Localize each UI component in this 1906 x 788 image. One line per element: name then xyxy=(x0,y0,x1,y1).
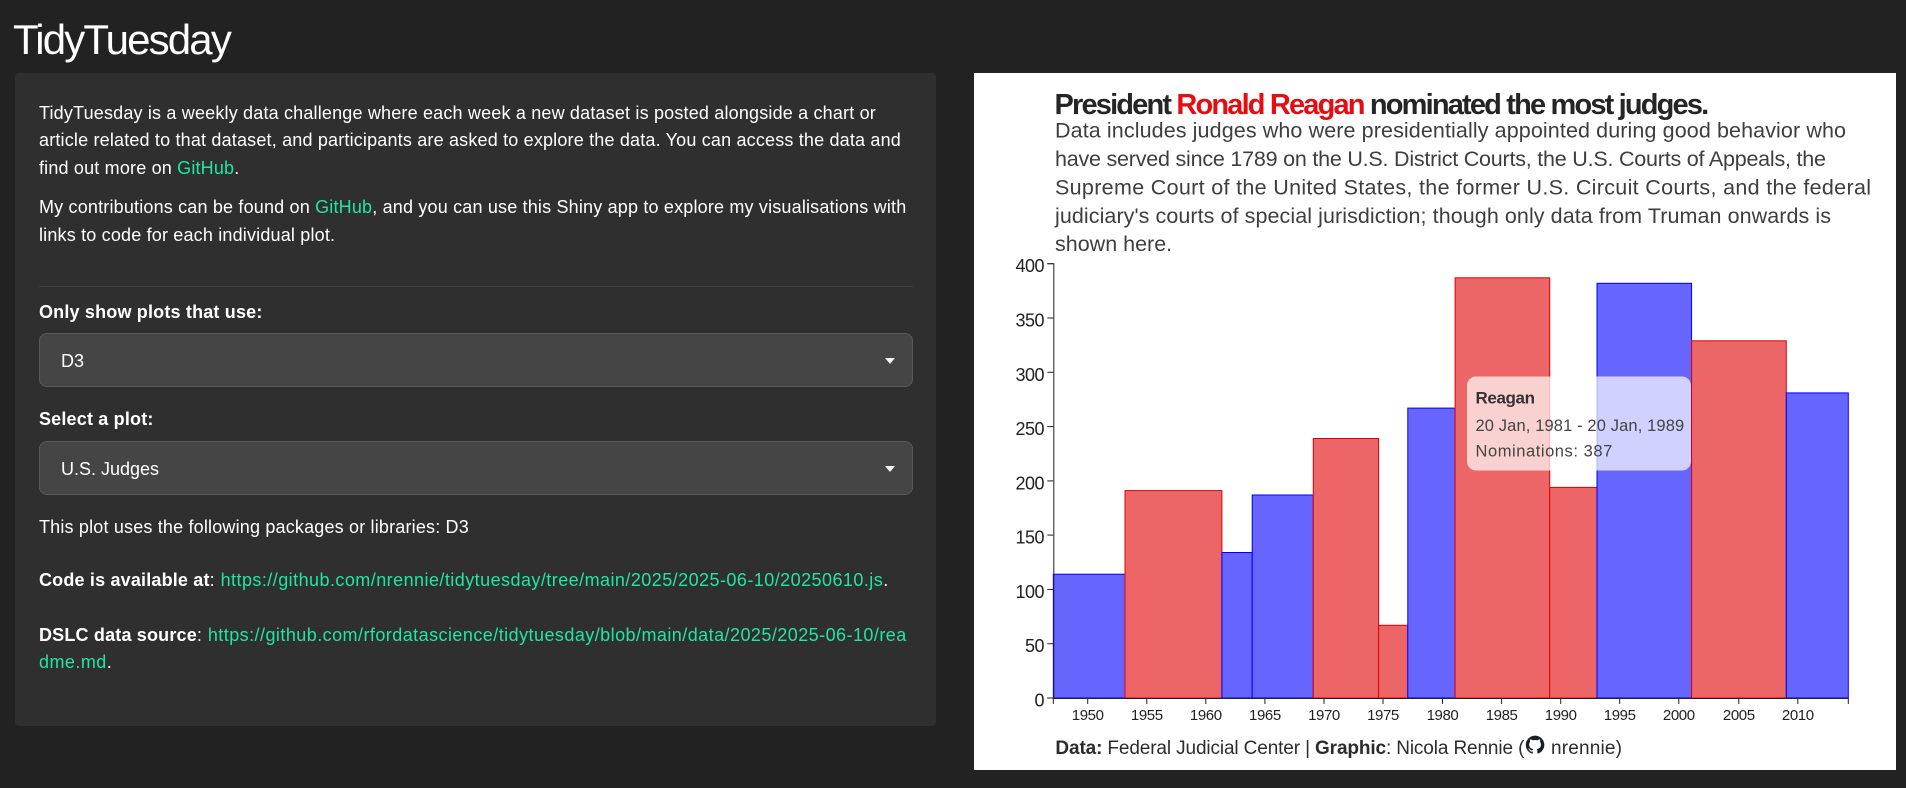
svg-text:Supreme Court of the United St: Supreme Court of the United States, the … xyxy=(1055,176,1871,200)
svg-text:400: 400 xyxy=(1015,256,1044,276)
svg-text:nrennie): nrennie) xyxy=(1551,738,1622,759)
svg-text:2005: 2005 xyxy=(1723,707,1755,724)
svg-text:1965: 1965 xyxy=(1249,707,1281,724)
svg-text:Reagan: Reagan xyxy=(1476,389,1536,408)
svg-text:150: 150 xyxy=(1015,528,1044,548)
svg-text:1980: 1980 xyxy=(1427,707,1459,724)
svg-text:President Ronald Reagan nomina: President Ronald Reagan nominated the mo… xyxy=(1055,89,1710,121)
svg-text:1950: 1950 xyxy=(1072,707,1104,724)
svg-text:200: 200 xyxy=(1015,473,1044,493)
svg-text:300: 300 xyxy=(1015,365,1044,385)
svg-text:1995: 1995 xyxy=(1604,707,1636,724)
svg-text:250: 250 xyxy=(1015,419,1044,439)
svg-text:Data: Federal Judicial Center: Data: Federal Judicial Center | Graphic:… xyxy=(1055,738,1525,759)
svg-text:1990: 1990 xyxy=(1545,707,1577,724)
svg-text:1960: 1960 xyxy=(1190,707,1222,724)
svg-text:1975: 1975 xyxy=(1367,707,1399,724)
svg-text:1985: 1985 xyxy=(1486,707,1518,724)
svg-text:20 Jan, 1981 - 20 Jan, 1989: 20 Jan, 1981 - 20 Jan, 1989 xyxy=(1476,417,1685,435)
svg-text:50: 50 xyxy=(1025,636,1045,656)
svg-text:2010: 2010 xyxy=(1782,707,1814,724)
svg-text:0: 0 xyxy=(1034,691,1044,711)
svg-text:shown here.: shown here. xyxy=(1055,232,1172,256)
svg-text:Nominations: 387: Nominations: 387 xyxy=(1476,443,1613,461)
svg-text:2000: 2000 xyxy=(1663,707,1695,724)
svg-text:350: 350 xyxy=(1015,311,1044,331)
svg-text:100: 100 xyxy=(1015,582,1044,602)
svg-text:Data includes judges who were: Data includes judges who were presidenti… xyxy=(1055,119,1846,143)
svg-text:1955: 1955 xyxy=(1131,707,1163,724)
svg-text:judiciary's courts of special: judiciary's courts of special jurisdicti… xyxy=(1054,204,1831,228)
svg-text:have served since 1789 on the: have served since 1789 on the U.S. Distr… xyxy=(1055,147,1826,171)
svg-text:1970: 1970 xyxy=(1308,707,1340,724)
